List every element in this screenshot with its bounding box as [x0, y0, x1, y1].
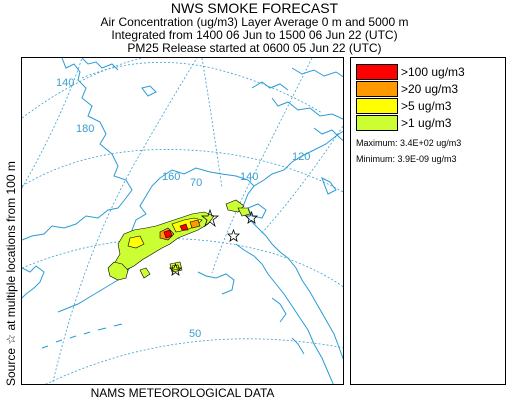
minimum-value: Minimum: 3.9E-09 ug/m3: [356, 154, 457, 164]
plume-core-red: [163, 229, 173, 239]
plume-west-yellow: [127, 235, 145, 249]
grid-label-160: 160: [162, 171, 180, 183]
plume-east-orange: [189, 219, 201, 229]
grid-label-lat70: 70: [190, 177, 202, 189]
legend-item-1: >1 ug/m3: [356, 115, 501, 131]
map-title: NWS SMOKE FORECAST: [170, 0, 339, 16]
plume-lower-yellow: [171, 264, 180, 271]
source-star: [169, 262, 182, 276]
plume-east-red: [179, 223, 189, 231]
footer-data-source: NAMS METEOROLOGICAL DATA: [90, 386, 275, 400]
legend-swatch-yellow: [356, 98, 398, 114]
legend-item-20: >20 ug/m3: [356, 81, 501, 97]
plume-south-light: [139, 267, 151, 279]
smoke-map[interactable]: 140 180 160 70 140 120 50: [21, 57, 344, 385]
legend-item-5: >5 ug/m3: [356, 98, 501, 114]
graticule: [22, 58, 343, 384]
grid-label-140: 140: [240, 171, 258, 183]
kamchatka-coast: [22, 265, 45, 299]
source-side-label-text: Source ☆ at multiple locations from 100 …: [4, 161, 18, 386]
map-canvas: 140 180 160 70 140 120 50: [22, 58, 343, 384]
legend-label: >20 ug/m3: [401, 82, 459, 96]
grid-label-lat50: 50: [189, 328, 201, 340]
grid-label-140w: 140: [56, 77, 74, 89]
source-side-label: Source ☆ at multiple locations from 100 …: [4, 161, 18, 386]
release-start: PM25 Release started at 0600 05 Jun 22 (…: [127, 41, 382, 55]
source-markers: [169, 208, 258, 276]
legend-panel: >100 ug/m3 >20 ug/m3 >5 ug/m3 >1 ug/m3 M…: [350, 57, 506, 385]
plume-west-light: [107, 261, 129, 281]
source-star: [200, 208, 220, 228]
smoke-plumes: [107, 199, 251, 281]
grid-label-180: 180: [76, 123, 94, 135]
chukotka-coast: [22, 58, 133, 241]
legend-swatch-red: [356, 64, 398, 80]
integration-period: Integrated from 1400 06 Jun to 1500 06 J…: [111, 28, 398, 42]
alaska-coast: [159, 167, 343, 360]
source-star: [245, 210, 258, 224]
source-star: [227, 228, 240, 242]
plume-ne-light: [237, 207, 251, 217]
legend-label: >100 ug/m3: [401, 65, 465, 79]
maximum-value: Maximum: 3.4E+02 ug/m3: [356, 138, 462, 148]
coastlines: [22, 58, 343, 384]
legend-swatch-orange: [356, 81, 398, 97]
concentration-subtitle: Air Concentration (ug/m3) Layer Average …: [100, 15, 409, 29]
legend-label: >1 ug/m3: [401, 116, 452, 130]
legend-label: >5 ug/m3: [401, 99, 452, 113]
legend-swatch-lime: [356, 115, 398, 131]
legend-item-100: >100 ug/m3: [356, 64, 501, 80]
grid-label-120: 120: [292, 151, 310, 163]
